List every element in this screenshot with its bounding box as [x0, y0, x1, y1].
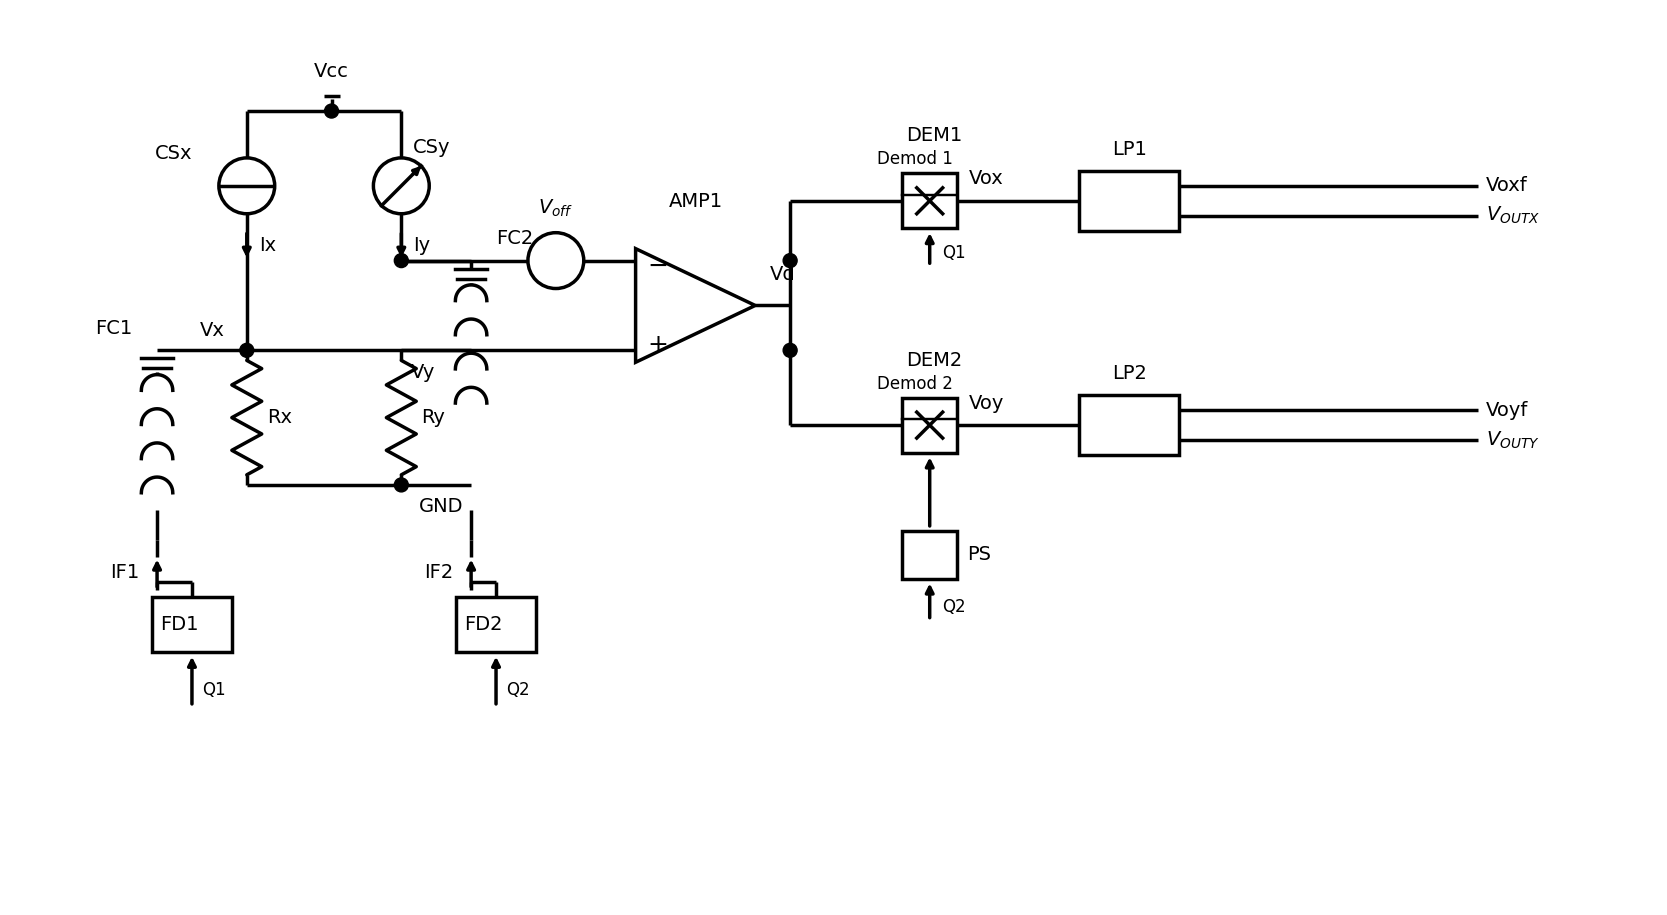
Text: CSx: CSx	[155, 145, 192, 164]
Text: IF2: IF2	[423, 563, 453, 582]
Bar	[902, 531, 957, 578]
Text: Q2: Q2	[507, 681, 530, 699]
Text: Demod 2: Demod 2	[877, 375, 952, 393]
Circle shape	[240, 343, 253, 357]
Text: PS: PS	[967, 545, 992, 565]
Text: IF1: IF1	[110, 563, 138, 582]
Circle shape	[395, 478, 408, 492]
Text: $V_{OUTY}$: $V_{OUTY}$	[1485, 429, 1540, 451]
Text: Vy: Vy	[412, 362, 435, 382]
Text: LP2: LP2	[1112, 364, 1147, 383]
Text: $V_{OUTX}$: $V_{OUTX}$	[1485, 205, 1540, 226]
Text: FD1: FD1	[160, 615, 198, 634]
Text: Voy: Voy	[969, 393, 1005, 413]
Text: $V_{off}$: $V_{off}$	[538, 198, 573, 219]
Text: DEM1: DEM1	[907, 126, 964, 145]
Text: FD2: FD2	[463, 615, 503, 634]
Bar	[1079, 395, 1179, 455]
Bar	[1079, 171, 1179, 231]
Bar	[902, 173, 957, 228]
Text: AMP1: AMP1	[668, 192, 722, 210]
Text: Q2: Q2	[942, 597, 965, 616]
Text: +: +	[647, 333, 668, 358]
Text: Ry: Ry	[422, 408, 445, 427]
Text: Vcc: Vcc	[313, 62, 348, 81]
Text: DEM2: DEM2	[907, 350, 964, 370]
Circle shape	[395, 253, 408, 267]
Text: FC1: FC1	[95, 319, 132, 338]
Text: FC2: FC2	[497, 229, 533, 248]
Text: Vox: Vox	[969, 169, 1004, 188]
Text: Vx: Vx	[200, 321, 225, 339]
Text: Q1: Q1	[942, 244, 965, 262]
Text: −: −	[647, 253, 668, 277]
Text: GND: GND	[420, 498, 463, 516]
Text: Voxf: Voxf	[1485, 177, 1527, 195]
Bar	[152, 597, 232, 651]
Text: Vd: Vd	[770, 264, 795, 284]
Text: Demod 1: Demod 1	[877, 150, 952, 168]
Text: Q1: Q1	[202, 681, 225, 699]
Bar	[902, 398, 957, 453]
Circle shape	[783, 253, 797, 267]
Circle shape	[783, 343, 797, 357]
Text: LP1: LP1	[1112, 140, 1147, 159]
Text: Rx: Rx	[267, 408, 292, 427]
Circle shape	[325, 104, 338, 118]
Text: Voyf: Voyf	[1485, 401, 1529, 420]
Text: CSy: CSy	[413, 138, 450, 157]
Text: Ix: Ix	[258, 236, 275, 255]
Text: Iy: Iy	[413, 236, 430, 255]
Bar	[457, 597, 535, 651]
